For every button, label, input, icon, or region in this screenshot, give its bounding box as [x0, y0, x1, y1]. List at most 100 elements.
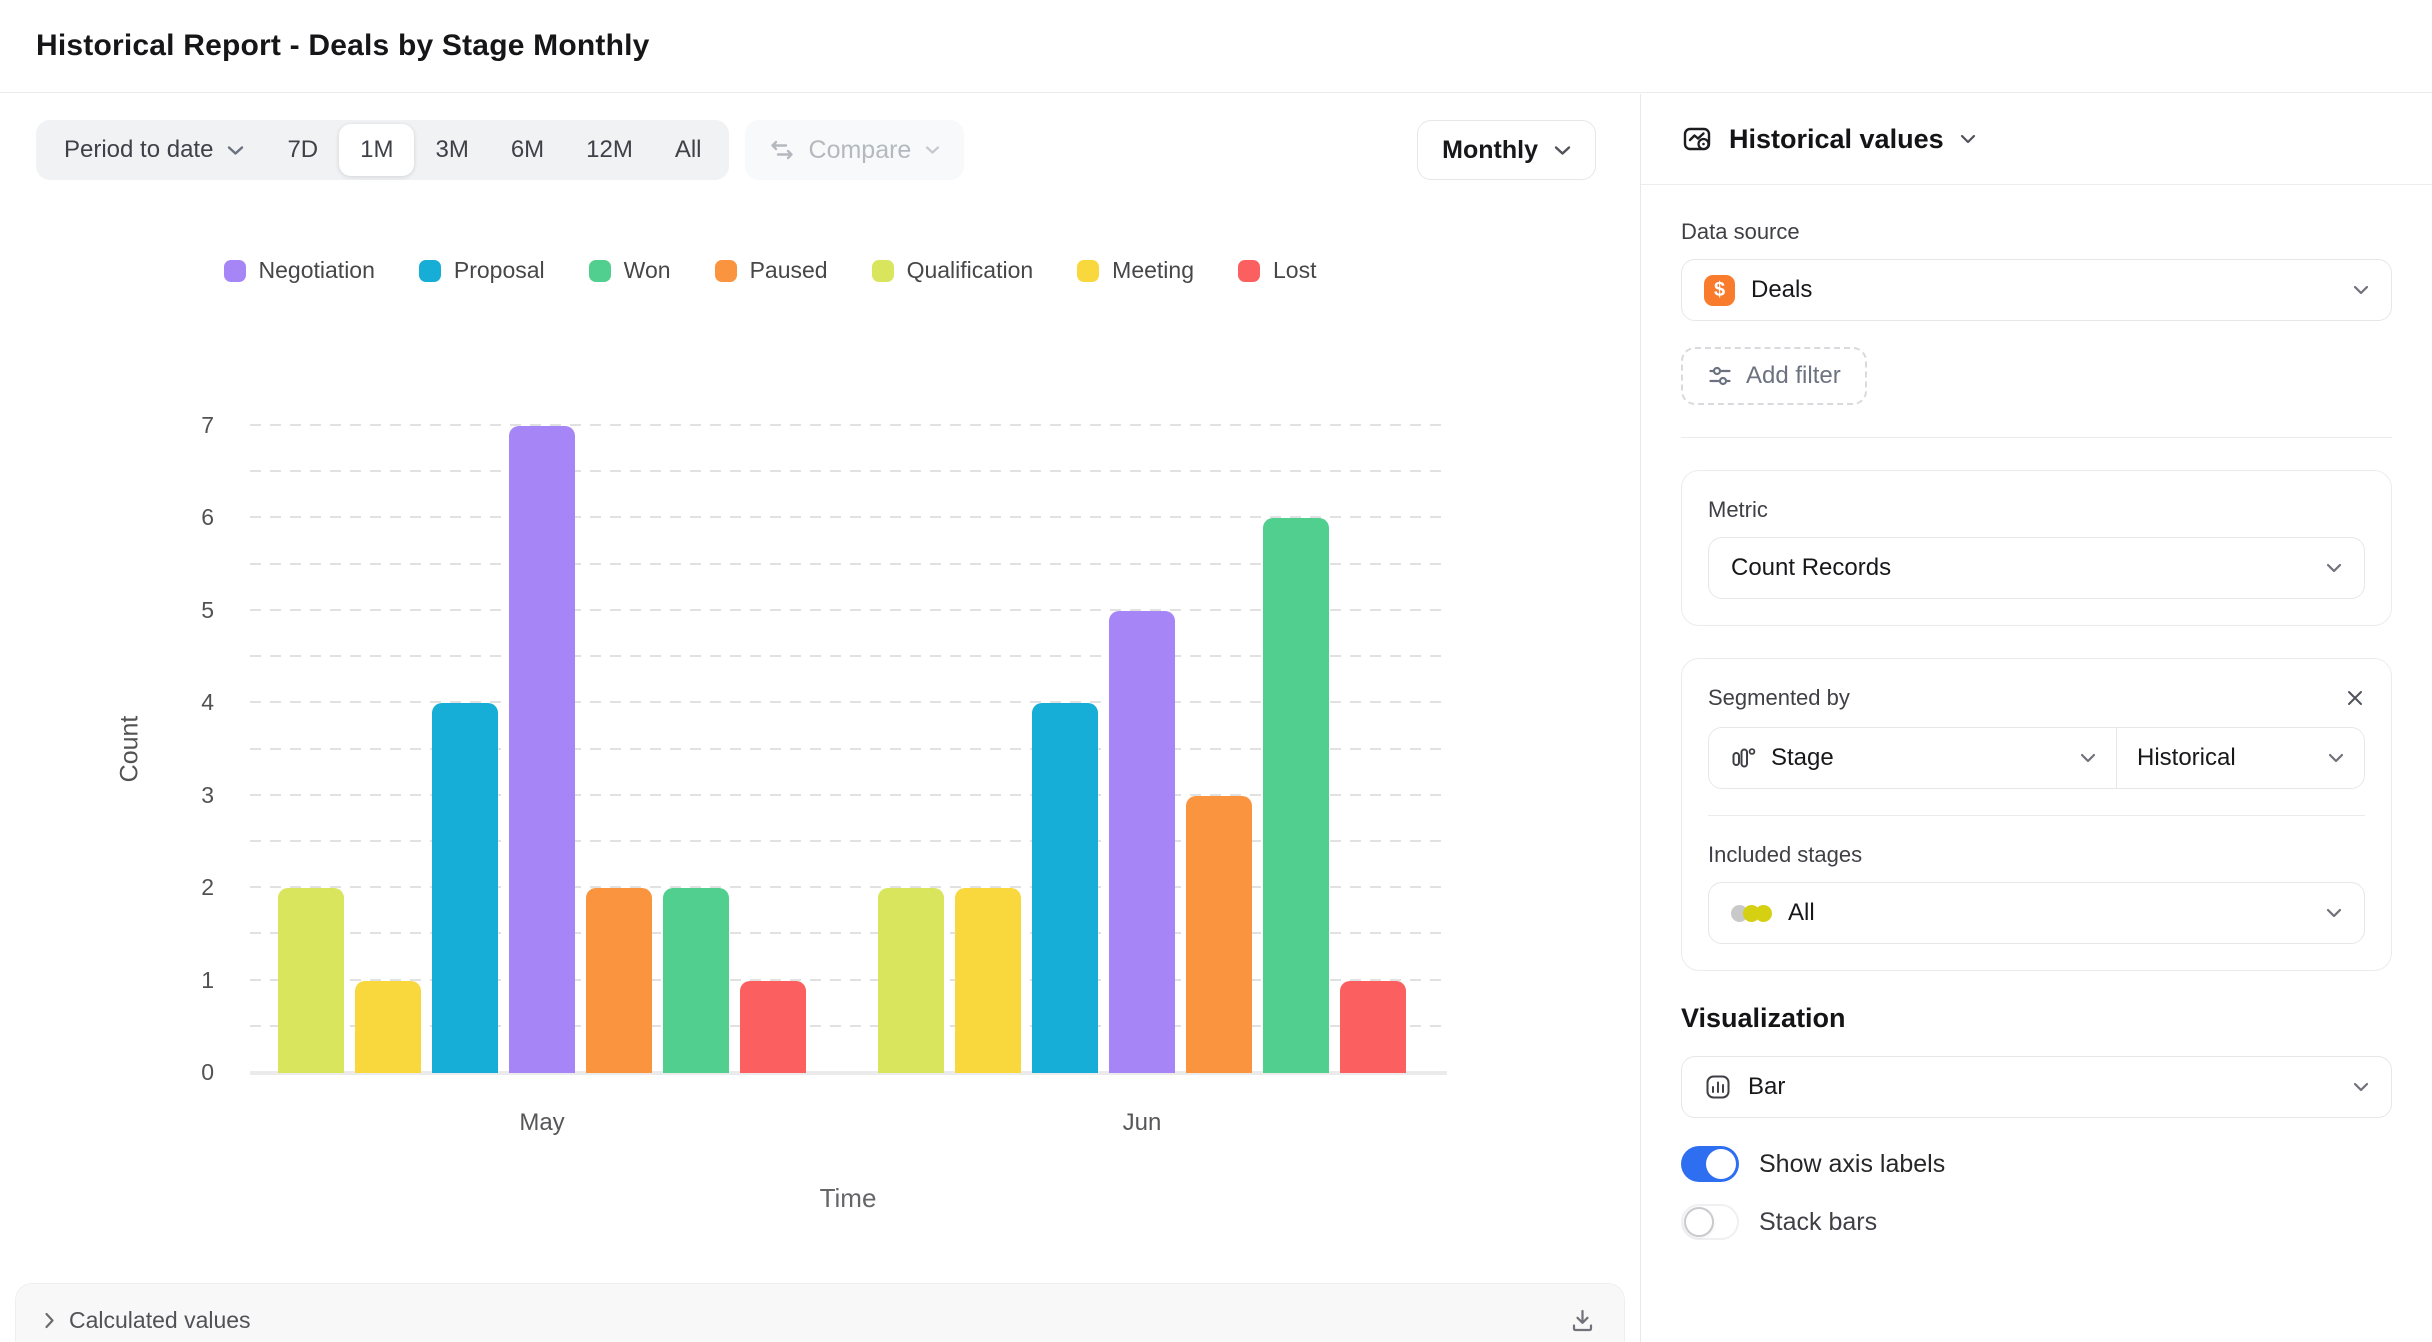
legend-label: Meeting: [1112, 257, 1194, 283]
segment-field-dropdown[interactable]: Stage: [1709, 728, 2116, 788]
bar-won-jun[interactable]: [1263, 518, 1329, 1073]
add-filter-button[interactable]: Add filter: [1681, 347, 1867, 405]
visualization-label: Visualization: [1681, 1003, 1846, 1033]
sidebar-title-dropdown[interactable]: Historical values: [1641, 94, 2432, 185]
bar-lost-may[interactable]: [740, 980, 806, 1073]
chevron-down-icon: [2326, 563, 2342, 573]
bar-qualification-jun[interactable]: [878, 888, 944, 1073]
legend-item-negotiation[interactable]: Negotiation: [223, 257, 375, 284]
calculated-values-bar: Calculated values: [16, 1284, 1624, 1342]
bar-proposal-jun[interactable]: [1032, 703, 1098, 1073]
legend-item-meeting[interactable]: Meeting: [1077, 257, 1194, 284]
bar-group-jun: [878, 518, 1406, 1073]
compare-button[interactable]: Compare: [744, 120, 965, 180]
range-button-7d[interactable]: 7D: [287, 136, 319, 163]
gridline: [250, 747, 1447, 750]
legend-item-paused[interactable]: Paused: [714, 257, 828, 284]
y-tick-label: 3: [201, 781, 214, 808]
config-sidebar: Historical values Data source $ Deals: [1640, 94, 2432, 1342]
visualization-type-dropdown[interactable]: Bar: [1681, 1056, 2392, 1118]
gridline: [250, 1024, 1447, 1027]
segment-mode-dropdown[interactable]: Historical: [2116, 728, 2364, 788]
legend-label: Paused: [749, 257, 828, 283]
segment-mode-value: Historical: [2137, 744, 2236, 771]
bar-qualification-may[interactable]: [278, 888, 344, 1073]
range-button-1m[interactable]: 1M: [339, 124, 415, 176]
visualization-type-value: Bar: [1748, 1073, 1786, 1100]
period-selector-button[interactable]: Period to date: [42, 120, 266, 180]
calculated-values-expander[interactable]: Calculated values: [44, 1307, 251, 1334]
bar-negotiation-may[interactable]: [509, 426, 575, 1073]
divider: [1708, 815, 2365, 816]
x-category-label-may: May: [519, 1109, 565, 1136]
gridline: [250, 608, 1447, 611]
sidebar-body: Data source $ Deals Add filter: [1641, 185, 2432, 1240]
gridline: [250, 470, 1447, 473]
y-tick-label: 4: [201, 689, 214, 716]
divider: [1681, 437, 2392, 438]
data-source-dropdown[interactable]: $ Deals: [1681, 259, 2392, 321]
chevron-down-icon: [1960, 134, 1976, 144]
bar-won-may[interactable]: [663, 888, 729, 1073]
legend-swatch-icon: [418, 259, 441, 282]
compare-swap-icon: [769, 139, 795, 161]
filter-sliders-icon: [1707, 363, 1733, 389]
gridline: [250, 424, 1447, 426]
range-button-12m[interactable]: 12M: [586, 136, 633, 163]
chevron-down-icon: [2080, 753, 2096, 763]
metric-label: Metric: [1708, 497, 1768, 522]
page-header: Historical Report - Deals by Stage Month…: [0, 0, 2432, 93]
legend-item-won[interactable]: Won: [588, 257, 671, 284]
range-buttons: 7D 1M 3M 6M 12M All: [266, 124, 722, 176]
bar-negotiation-jun[interactable]: [1109, 610, 1175, 1073]
remove-segment-button[interactable]: [2345, 688, 2365, 708]
bar-meeting-jun[interactable]: [955, 888, 1021, 1073]
bar-lost-jun[interactable]: [1340, 980, 1406, 1073]
time-range-toolbar: Period to date 7D 1M 3M 6M 12M All Compare Mo…: [0, 120, 1640, 180]
granularity-dropdown[interactable]: Monthly: [1417, 120, 1596, 180]
data-source-value: Deals: [1751, 276, 1813, 303]
legend-label: Negotiation: [258, 257, 375, 283]
download-button[interactable]: [1569, 1307, 1596, 1334]
range-button-all[interactable]: All: [674, 136, 702, 163]
range-button-6m[interactable]: 6M: [510, 136, 545, 163]
bar-group-may: [278, 426, 806, 1073]
metric-dropdown[interactable]: Count Records: [1708, 537, 2365, 599]
legend-swatch-icon: [1237, 259, 1260, 282]
bar-paused-jun[interactable]: [1186, 795, 1252, 1073]
legend-label: Proposal: [453, 257, 545, 283]
stage-segments-icon: [1729, 744, 1757, 772]
chart-legend: Negotiation Proposal Won Paused Qualificatio…: [0, 257, 1540, 284]
close-icon: [2345, 688, 2365, 708]
legend-swatch-icon: [223, 259, 246, 282]
gridline: [250, 793, 1447, 796]
bar-paused-may[interactable]: [586, 888, 652, 1073]
period-selector-label: Period to date: [64, 136, 214, 163]
legend-item-lost[interactable]: Lost: [1237, 257, 1316, 284]
included-stages-label: Included stages: [1708, 842, 1863, 867]
stack-bars-label: Stack bars: [1759, 1207, 1878, 1236]
y-tick-label: 2: [201, 874, 214, 901]
legend-item-proposal[interactable]: Proposal: [418, 257, 545, 284]
y-tick-label: 5: [201, 596, 214, 623]
gridline: [250, 978, 1447, 981]
chevron-down-icon: [1554, 145, 1571, 156]
dollar-badge-icon: $: [1704, 274, 1735, 306]
y-tick-label: 0: [201, 1059, 214, 1085]
stack-bars-toggle[interactable]: [1681, 1204, 1739, 1240]
historical-chart-icon: [1681, 123, 1713, 155]
chevron-down-icon: [925, 145, 940, 155]
included-stages-dropdown[interactable]: All: [1708, 882, 2365, 944]
gridline: [250, 516, 1447, 519]
legend-item-qualification[interactable]: Qualification: [871, 257, 1033, 284]
bar-meeting-may[interactable]: [355, 980, 421, 1073]
x-axis-baseline: [250, 1071, 1447, 1075]
bar-chart-icon: [1704, 1073, 1732, 1101]
y-axis-ticks: 0 1 2 3 4 5 6 7: [0, 412, 232, 1085]
show-axis-labels-toggle[interactable]: [1681, 1146, 1739, 1182]
range-button-3m[interactable]: 3M: [435, 136, 469, 163]
bar-chart-plot: [250, 424, 1447, 1075]
bar-proposal-may[interactable]: [432, 703, 498, 1073]
segmented-by-card: Segmented by: [1681, 658, 2392, 971]
